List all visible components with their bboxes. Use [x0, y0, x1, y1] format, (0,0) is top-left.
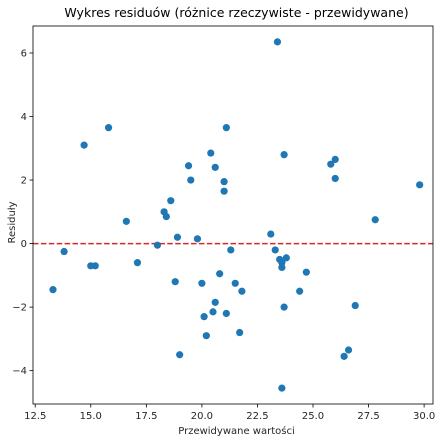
- data-point: [211, 163, 219, 171]
- data-point: [280, 151, 288, 159]
- data-point: [231, 279, 239, 287]
- data-point: [49, 286, 57, 294]
- data-point: [80, 141, 88, 149]
- y-tick-label: 0: [21, 239, 27, 250]
- x-tick-label: 17.5: [135, 411, 157, 422]
- y-tick-label: −2: [12, 303, 27, 314]
- data-point: [187, 176, 195, 184]
- data-point: [278, 263, 286, 272]
- x-tick-label: 27.5: [357, 411, 379, 422]
- data-point: [207, 149, 215, 157]
- y-tick-label: 6: [21, 49, 27, 60]
- x-axis-label: Przewidywane wartości: [178, 425, 295, 437]
- data-point: [282, 254, 290, 262]
- data-point: [238, 287, 246, 295]
- data-point: [176, 351, 184, 359]
- data-point: [220, 178, 228, 186]
- y-tick-label: −4: [12, 366, 27, 377]
- data-point: [267, 230, 275, 238]
- data-point: [91, 262, 99, 270]
- data-point: [296, 287, 304, 295]
- y-tick-label: 2: [21, 176, 27, 187]
- data-point: [209, 308, 217, 316]
- data-point: [278, 384, 286, 392]
- data-point: [227, 246, 235, 254]
- data-point: [171, 278, 179, 286]
- x-tick-label: 22.5: [246, 411, 268, 422]
- data-point: [371, 216, 379, 224]
- data-point: [133, 259, 142, 267]
- data-point: [122, 217, 130, 225]
- data-point: [344, 346, 353, 354]
- x-tick-label: 20.0: [191, 411, 213, 422]
- data-point: [280, 303, 288, 311]
- data-point: [222, 124, 230, 132]
- data-point: [104, 124, 113, 132]
- data-point: [220, 187, 228, 195]
- chart-title: Wykres residuów (różnice rzeczywiste - p…: [64, 5, 408, 20]
- data-point: [173, 233, 182, 241]
- x-tick-label: 30.0: [413, 411, 435, 422]
- data-point: [200, 313, 208, 321]
- data-point: [167, 197, 175, 205]
- data-point: [340, 352, 348, 360]
- plot-area: 12.5 15.0 17.5 20.0 22.5 25.0 27.5 30.0 −4 −2 0 2 4 6: [12, 25, 435, 422]
- data-point: [198, 279, 206, 287]
- data-point: [351, 301, 359, 310]
- data-point: [211, 298, 219, 306]
- plot-frame: [32, 25, 434, 405]
- data-point: [271, 246, 279, 254]
- data-point: [162, 212, 170, 221]
- data-point: [331, 155, 339, 164]
- y-tick-label: 4: [21, 112, 27, 123]
- data-point: [193, 235, 202, 243]
- data-point: [302, 268, 310, 276]
- data-point: [153, 241, 162, 249]
- data-point: [216, 270, 224, 278]
- data-point: [202, 332, 210, 340]
- data-point: [327, 160, 335, 168]
- data-point: [416, 181, 424, 189]
- data-point: [236, 328, 244, 337]
- x-tick-label: 12.5: [24, 411, 46, 422]
- data-point: [60, 247, 68, 256]
- data-point: [331, 174, 339, 183]
- y-axis-label: Residuły: [7, 201, 18, 243]
- x-tick-label: 15.0: [80, 411, 102, 422]
- data-point: [184, 162, 193, 170]
- data-point: [222, 309, 230, 318]
- x-tick-label: 25.0: [302, 411, 324, 422]
- data-point: [273, 38, 282, 46]
